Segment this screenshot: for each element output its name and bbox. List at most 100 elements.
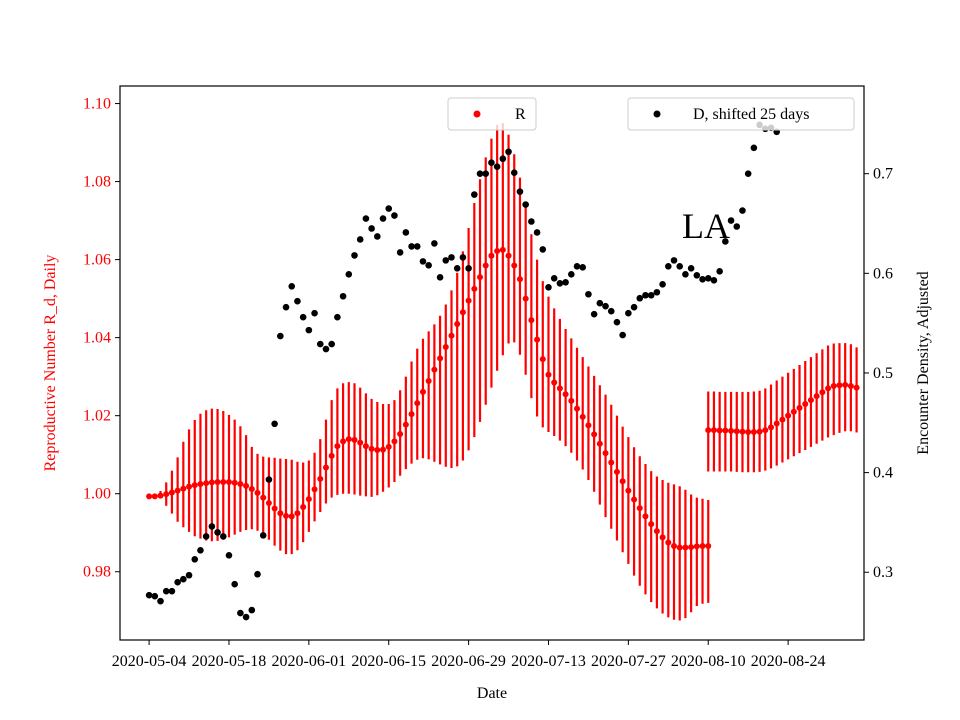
d-point xyxy=(499,155,507,163)
d-point xyxy=(528,218,535,225)
d-point xyxy=(476,170,484,177)
d-point xyxy=(362,215,370,222)
r-point xyxy=(248,486,255,493)
d-point xyxy=(219,533,227,540)
r-point xyxy=(168,489,175,496)
d-point xyxy=(727,217,735,224)
r-point xyxy=(522,295,529,302)
d-point xyxy=(647,291,655,299)
d-point xyxy=(225,552,233,559)
y-left-tick-label: 1.04 xyxy=(83,330,111,347)
d-point xyxy=(242,613,250,621)
d-point xyxy=(459,254,467,261)
d-point xyxy=(539,246,547,253)
x-tick-label: 2020-06-15 xyxy=(351,653,426,670)
r-point xyxy=(448,332,455,339)
d-point xyxy=(356,236,364,243)
r-point xyxy=(231,479,238,486)
d-point xyxy=(334,313,341,321)
r-point xyxy=(574,405,581,412)
r-point xyxy=(648,521,655,528)
d-point xyxy=(516,188,524,195)
r-point xyxy=(465,297,472,304)
d-point xyxy=(630,303,638,311)
d-point xyxy=(197,547,204,554)
d-point xyxy=(619,331,626,339)
d-point xyxy=(710,276,718,284)
legend-r[interactable]: R xyxy=(447,97,537,131)
r-point xyxy=(322,464,329,471)
r-point xyxy=(397,431,404,438)
d-point xyxy=(453,265,461,272)
d-point xyxy=(345,271,353,278)
legend-d[interactable]: D, shifted 25 days xyxy=(627,97,855,131)
r-point xyxy=(362,443,369,450)
r-point xyxy=(671,542,678,549)
r-point xyxy=(334,443,341,450)
x-axis-label: Date xyxy=(477,685,507,702)
r-point xyxy=(768,424,774,431)
r-point xyxy=(499,246,506,253)
plot-frame xyxy=(119,85,865,641)
r-point xyxy=(659,534,666,541)
r-point xyxy=(853,384,860,391)
legend-d-box xyxy=(627,97,855,131)
r-point xyxy=(414,400,421,407)
r-point xyxy=(345,436,352,443)
r-point xyxy=(779,416,786,423)
d-point xyxy=(259,532,267,539)
y-left-tick-label: 1.10 xyxy=(83,96,111,113)
d-point xyxy=(716,268,723,275)
region-annotation: LA xyxy=(682,206,730,246)
legend-r-label: R xyxy=(515,106,526,123)
d-point xyxy=(294,297,301,305)
d-point xyxy=(471,191,478,198)
d-point xyxy=(145,591,153,599)
r-point xyxy=(728,427,735,434)
r-point xyxy=(716,427,723,434)
r-point xyxy=(534,336,541,343)
d-point xyxy=(670,257,678,264)
d-point xyxy=(596,299,604,307)
r-point xyxy=(505,252,512,259)
r-point xyxy=(419,388,426,395)
r-point xyxy=(243,482,250,489)
r-series-layer xyxy=(146,123,860,621)
r-point xyxy=(602,450,609,457)
r-point xyxy=(431,366,438,373)
r-point xyxy=(494,248,501,255)
y-right-tick-label: 0.4 xyxy=(873,465,893,482)
y-axis-left-label: Reproductive Number R_d, Daily xyxy=(42,255,59,472)
d-point xyxy=(208,523,216,530)
r-point xyxy=(762,427,769,434)
d-point xyxy=(282,303,290,311)
legend-r-marker xyxy=(473,110,481,118)
d-point xyxy=(180,575,187,583)
d-point xyxy=(168,587,176,595)
d-point xyxy=(191,555,199,563)
d-point xyxy=(750,144,758,152)
d-point xyxy=(214,529,221,536)
r-point xyxy=(459,309,466,316)
d-point xyxy=(265,476,273,483)
r-point xyxy=(220,478,227,485)
d-point xyxy=(733,223,741,230)
d-point xyxy=(351,252,358,259)
r-point xyxy=(317,475,324,482)
d-point xyxy=(704,275,712,282)
y-right-tick-label: 0.6 xyxy=(873,265,893,282)
d-point xyxy=(305,326,313,334)
d-point xyxy=(277,332,284,340)
d-point xyxy=(311,309,318,317)
r-point xyxy=(237,480,244,487)
r-point xyxy=(653,528,660,535)
d-point xyxy=(202,533,210,540)
d-point xyxy=(556,279,564,287)
r-point xyxy=(408,411,415,418)
y-right-tick-label: 0.3 xyxy=(873,564,893,581)
r-point xyxy=(391,438,398,445)
r-point xyxy=(283,512,290,519)
d-point xyxy=(339,292,347,300)
r-point xyxy=(471,285,478,292)
d-point xyxy=(162,587,170,595)
